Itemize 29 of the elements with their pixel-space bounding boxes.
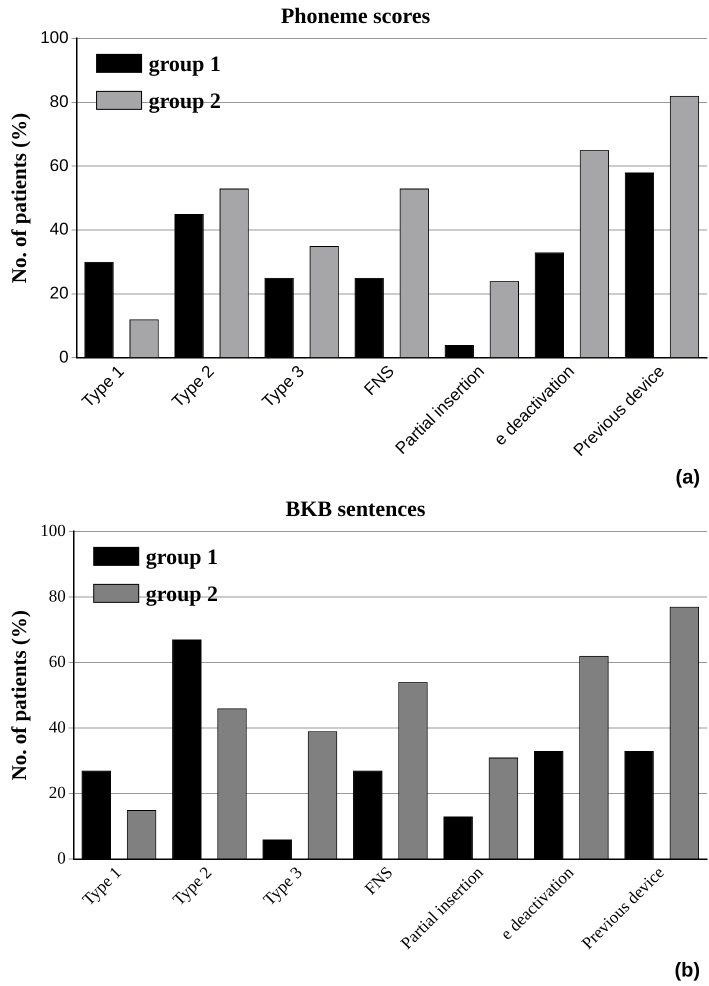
legend-label: group 1 (146, 544, 218, 570)
x-tick-label: Type 3 (258, 362, 308, 412)
text: (b) (674, 960, 700, 982)
y-tick-label: 100 (40, 520, 66, 540)
y-tick-label: 40 (50, 220, 69, 239)
y-tick-label: 80 (48, 586, 66, 606)
x-tick-label: FNS (360, 862, 396, 898)
y-tick-label: 0 (57, 848, 66, 868)
x-tick-label: Type 2 (168, 362, 218, 412)
y-tick-label: 40 (48, 718, 66, 737)
chart-title: BKB sentences (286, 496, 426, 521)
x-tick-label: Type 1 (78, 862, 125, 910)
text: (a) (676, 466, 700, 489)
x-tick-label: Type 1 (78, 362, 128, 412)
x-tick-label: Type 2 (169, 862, 216, 910)
y-tick-label: 100 (40, 28, 69, 48)
x-tick-label: Type 3 (260, 862, 306, 910)
y-tick-label: 20 (50, 284, 69, 303)
legend-label: group 2 (146, 581, 218, 606)
y-axis-title: No. of patients (%) (7, 610, 32, 780)
chart-title: Phoneme scores (280, 2, 431, 28)
y-tick-label: 60 (50, 156, 69, 175)
legend-label: group 2 (148, 88, 221, 114)
y-axis-title: No. of patients (%) (7, 112, 32, 284)
y-tick-label: 60 (48, 652, 66, 671)
y-tick-label: 80 (50, 92, 69, 111)
legend-label: group 1 (148, 51, 221, 76)
y-tick-label: 0 (59, 347, 69, 366)
y-tick-label: 20 (48, 783, 66, 802)
